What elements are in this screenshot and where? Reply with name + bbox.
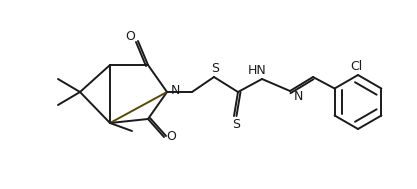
Text: O: O [125, 29, 135, 43]
Text: S: S [211, 61, 219, 74]
Text: N: N [293, 90, 303, 102]
Text: HN: HN [248, 64, 266, 77]
Text: S: S [232, 118, 240, 130]
Text: Cl: Cl [350, 60, 362, 73]
Text: N: N [170, 84, 180, 97]
Text: O: O [166, 129, 176, 143]
